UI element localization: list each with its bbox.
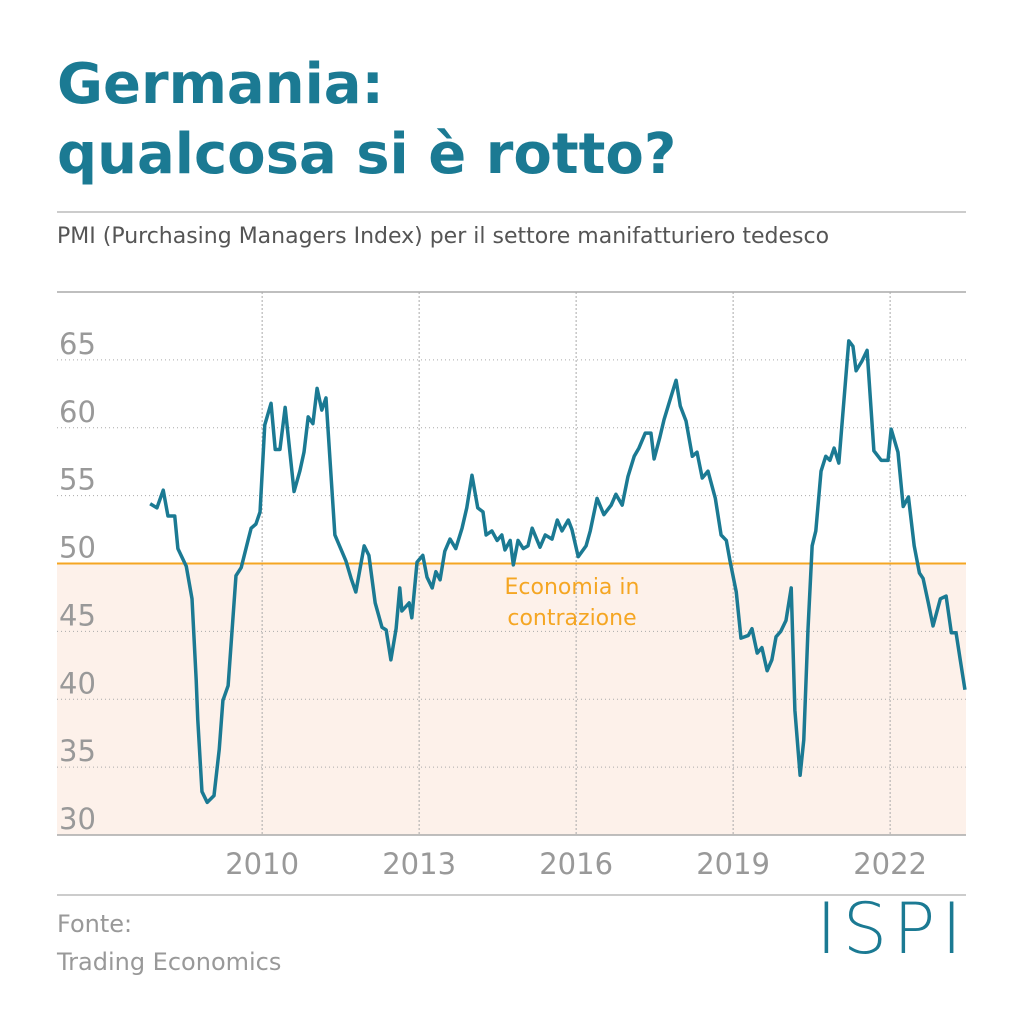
subtitle: PMI (Purchasing Managers Index) per il s…: [57, 224, 830, 249]
logo: ISPI: [816, 888, 968, 970]
y-tick-label: 50: [59, 531, 96, 565]
y-tick-label: 40: [59, 666, 96, 700]
y-tick-label: 65: [59, 327, 96, 361]
y-tick-label: 35: [59, 734, 96, 768]
pmi-line: [149, 339, 967, 805]
x-tick-label: 2010: [225, 847, 299, 881]
source-label: Fonte:: [57, 910, 133, 938]
y-tick-label: 60: [59, 395, 96, 429]
annotation: Economia in contrazione: [504, 575, 640, 631]
title-line: qualcosa si è rotto?: [57, 122, 677, 187]
chart-title: Germania: qualcosa si è rotto?: [57, 50, 676, 190]
source-text: Trading Economics: [57, 948, 282, 976]
x-tick-label: 2022: [853, 847, 927, 881]
y-tick-label: 45: [59, 598, 96, 632]
x-tick-label: 2019: [696, 847, 770, 881]
title-line: Germania:: [57, 52, 384, 117]
y-tick-label: 55: [59, 463, 96, 497]
x-tick-label: 2016: [539, 847, 613, 881]
contraction-zone: [57, 563, 966, 835]
x-tick-label: 2013: [382, 847, 456, 881]
source: Fonte: Trading Economics: [57, 905, 281, 981]
y-tick-label: 30: [59, 802, 96, 836]
